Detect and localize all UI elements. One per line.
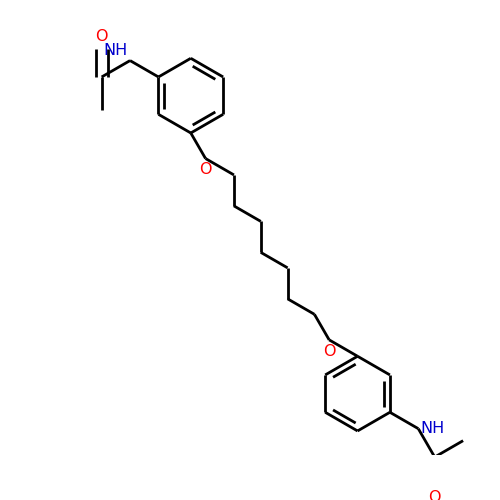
Text: NH: NH [420,421,445,436]
Text: O: O [96,28,108,44]
Text: O: O [323,344,336,358]
Text: O: O [200,162,212,177]
Text: NH: NH [104,44,128,59]
Text: O: O [428,490,441,500]
